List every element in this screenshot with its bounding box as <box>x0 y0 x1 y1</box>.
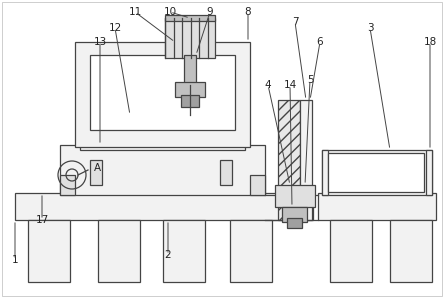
Bar <box>330 220 372 282</box>
Bar <box>300 100 312 220</box>
Bar <box>230 220 272 282</box>
Bar <box>90 55 235 130</box>
Bar <box>98 220 140 282</box>
Bar <box>181 95 199 107</box>
Bar <box>282 207 307 222</box>
Bar <box>165 18 215 58</box>
Bar <box>184 55 196 85</box>
Text: 4: 4 <box>265 80 271 90</box>
Text: 18: 18 <box>424 37 436 47</box>
Bar <box>390 220 432 282</box>
Text: A: A <box>93 163 100 173</box>
Bar <box>163 220 205 282</box>
Bar <box>90 160 102 185</box>
Bar <box>28 220 70 282</box>
Text: 1: 1 <box>12 255 18 265</box>
Bar <box>318 193 436 220</box>
Bar <box>250 175 265 195</box>
Bar <box>322 150 328 195</box>
Bar <box>328 153 424 192</box>
Bar <box>275 185 315 207</box>
Bar <box>60 175 75 195</box>
Bar <box>165 15 215 21</box>
Text: 17: 17 <box>36 215 49 225</box>
Bar <box>175 82 205 97</box>
Bar <box>278 100 300 220</box>
Bar <box>287 218 302 228</box>
Bar <box>60 145 265 195</box>
Text: 13: 13 <box>93 37 107 47</box>
Text: 6: 6 <box>317 37 323 47</box>
Bar <box>75 42 250 147</box>
Bar <box>426 150 432 195</box>
Text: 9: 9 <box>207 7 213 17</box>
Text: 8: 8 <box>245 7 251 17</box>
Text: 7: 7 <box>292 17 298 27</box>
Bar <box>80 115 245 150</box>
Text: 10: 10 <box>163 7 177 17</box>
Bar <box>322 150 432 195</box>
Text: 12: 12 <box>108 23 122 33</box>
Bar <box>220 160 232 185</box>
Text: 5: 5 <box>307 75 313 85</box>
Text: 11: 11 <box>128 7 142 17</box>
Text: 14: 14 <box>283 80 297 90</box>
Text: 3: 3 <box>367 23 373 33</box>
Text: 2: 2 <box>165 250 171 260</box>
Bar <box>15 193 313 220</box>
